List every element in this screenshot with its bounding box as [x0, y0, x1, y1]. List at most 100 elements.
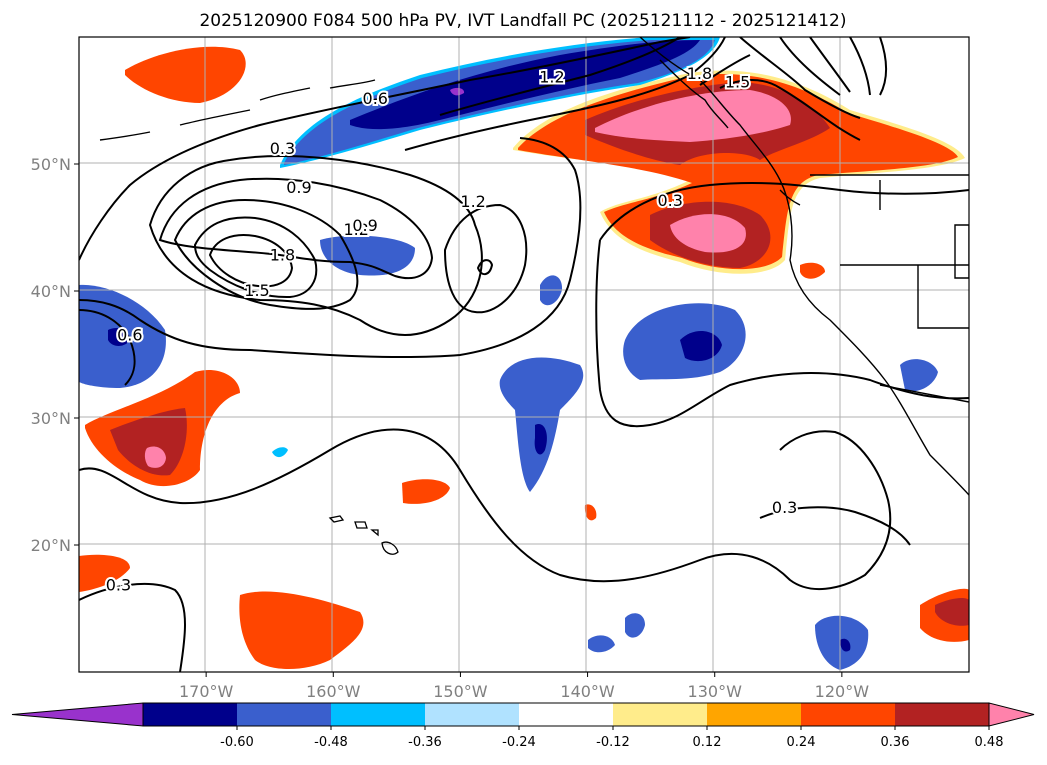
contour-ne-2	[779, 37, 841, 96]
contour-label-text: 1.2	[539, 68, 564, 87]
colorbar-segment	[425, 703, 519, 726]
contour-label: 1.8	[268, 243, 297, 266]
contour-label: 0.6	[115, 323, 144, 346]
colorbar-segment	[707, 703, 801, 726]
contour-label-text: 0.3	[657, 191, 682, 210]
contour-03-se	[759, 506, 911, 546]
colorbar: -0.60 -0.48 -0.36 -0.24 -0.12 0.12 0.24 0.36 0.4…	[11, 702, 1035, 750]
lon-tick-label: 150°W	[433, 682, 488, 701]
positive-region-gulf-pink	[595, 90, 791, 142]
colorbar-tick-label: 0.48	[975, 735, 1004, 750]
negative-region-north-core	[350, 40, 700, 130]
contour-06-outer	[79, 137, 582, 359]
contour-label: 0.9	[350, 214, 379, 237]
lon-tick-label: 130°W	[688, 682, 743, 701]
lat-tick-label: 30°N	[31, 409, 71, 428]
lat-tick-label: 50°N	[31, 155, 71, 174]
contour-15	[193, 216, 318, 299]
contour-label: 0.3	[104, 574, 133, 597]
colorbar-tick-label: -0.60	[220, 735, 254, 750]
contour-label-text: 1.8	[687, 64, 712, 83]
colorbar-segment	[613, 703, 707, 726]
contour-09	[158, 177, 434, 280]
colorbar-segment	[331, 703, 425, 726]
latitude-ticks: 50°N 40°N 30°N 20°N	[31, 155, 79, 555]
contour-12-north	[439, 37, 681, 116]
contour-label: 0.3	[770, 496, 799, 519]
contour-label-text: 0.3	[270, 139, 295, 158]
figure-title: 2025120900 F084 500 hPa PV, IVT Landfall…	[199, 11, 846, 31]
hawaii-islands	[328, 515, 399, 555]
lon-tick-label: 170°W	[179, 682, 234, 701]
contour-label-text: 1.5	[244, 281, 269, 300]
colorbar-tick-label: 0.12	[693, 735, 722, 750]
lat-tick-label: 20°N	[31, 536, 71, 555]
contour-label-text: 1.8	[270, 245, 295, 264]
lon-tick-label: 140°W	[560, 682, 615, 701]
positive-region-south-w	[79, 554, 130, 592]
colorbar-segment	[143, 703, 237, 726]
contour-03-sw	[79, 582, 186, 672]
contour-label: 1.5	[723, 71, 752, 94]
negative-region-purple	[450, 87, 465, 96]
contour-label: 1.5	[242, 279, 271, 302]
contour-label-text: 0.9	[352, 216, 377, 235]
map-border	[78, 36, 970, 673]
contour-label-text: 1.2	[460, 192, 485, 211]
positive-region-offshore-pink	[670, 214, 746, 253]
positive-region-mid	[402, 479, 450, 504]
ivt-positive-shading	[79, 46, 969, 669]
pv-contours	[79, 37, 969, 672]
negative-region-mid	[320, 235, 415, 276]
negative-region-south-1	[625, 613, 645, 638]
contour-03-west	[79, 37, 691, 261]
contour-03-east	[599, 181, 969, 241]
contour-label-text: 0.9	[286, 178, 311, 197]
colorbar-tick-label: 0.36	[881, 735, 910, 750]
negative-region-central-core	[534, 424, 547, 455]
contour-label-text: 1.5	[725, 73, 750, 92]
colorbar-outline	[142, 702, 990, 727]
colorbar-tick-label: -0.24	[502, 735, 536, 750]
contour-09-outer	[148, 154, 483, 336]
contour-ne-4	[849, 37, 871, 96]
negative-region-south-3-core	[840, 638, 851, 652]
colorbar-tick-label: 0.24	[787, 735, 816, 750]
contour-label: 0.6	[361, 87, 390, 110]
contour-ne-3	[809, 37, 851, 93]
contour-03-central	[595, 239, 969, 428]
contour-label: 1.2	[458, 190, 487, 213]
negative-region-south-2	[588, 635, 615, 653]
contour-ne-1	[739, 37, 861, 119]
contour-label: 1.2	[341, 218, 370, 241]
longitude-ticks: 170°W 160°W 150°W 140°W 130°W 120°W	[179, 672, 869, 701]
contour-06-west	[79, 309, 136, 386]
contour-12-east	[443, 203, 528, 314]
colorbar-segment	[519, 703, 613, 726]
contour-label-text: 1.2	[343, 220, 368, 239]
colorbar-segment	[801, 703, 895, 726]
colorbar-extend-low	[11, 702, 144, 727]
contour-label: 1.8	[685, 62, 714, 85]
negative-region-tiny	[272, 447, 288, 458]
contour-label: 1.2	[537, 66, 566, 89]
negative-region-east-core	[680, 330, 722, 362]
contour-label-text: 0.3	[106, 576, 131, 595]
positive-region-nw	[125, 46, 246, 103]
contour-label: 0.3	[268, 137, 297, 160]
contour-label: 0.9	[284, 176, 313, 199]
contour-18	[208, 234, 294, 288]
positive-region-sw-pink	[144, 446, 166, 468]
colorbar-extend-high	[988, 702, 1035, 727]
ivt-negative-shading	[79, 37, 938, 670]
colorbar-tick-label: -0.12	[596, 735, 630, 750]
contour-label: 0.3	[655, 189, 684, 212]
contour-labels: 0.30.91.21.81.50.90.61.2 1.8 1.51.2 0.30.60…	[104, 62, 800, 597]
contour-18-ne	[699, 54, 751, 86]
contour-ring-small	[476, 259, 494, 276]
colorbar-segment	[237, 703, 331, 726]
lon-tick-label: 160°W	[306, 682, 361, 701]
negative-region-coast	[900, 359, 938, 392]
contour-label-text: 0.6	[363, 89, 388, 108]
